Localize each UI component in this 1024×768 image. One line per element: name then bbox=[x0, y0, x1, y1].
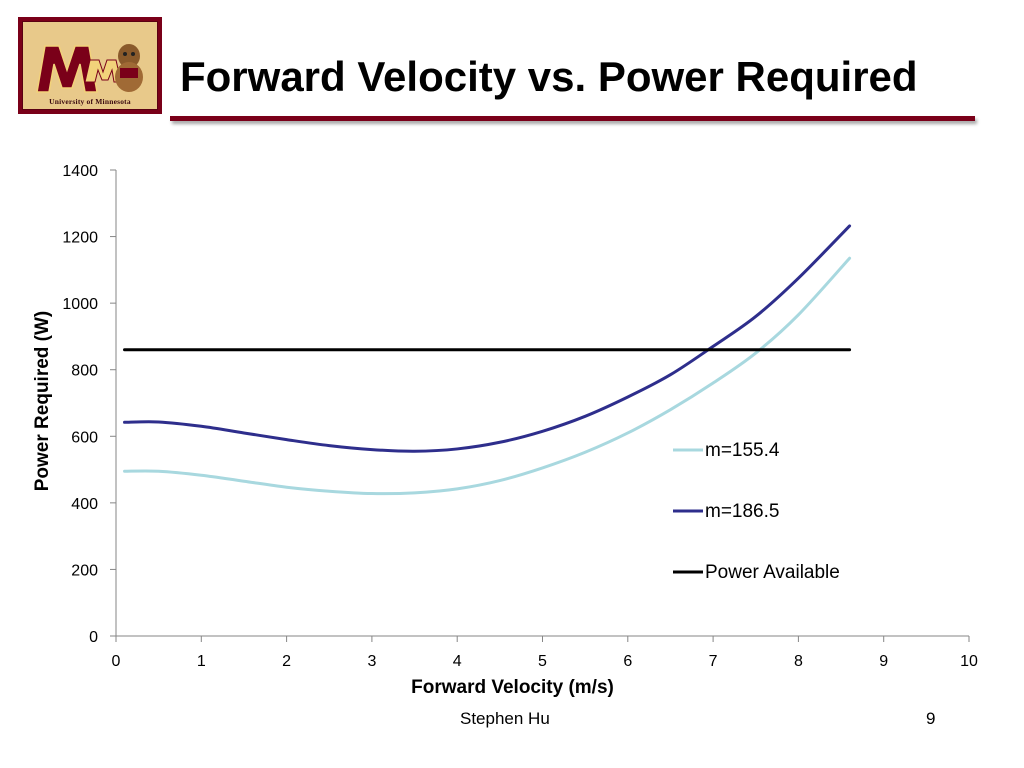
y-tick-label: 0 bbox=[89, 629, 98, 646]
legend-label: m=186.5 bbox=[705, 501, 779, 522]
footer-author: Stephen Hu bbox=[460, 709, 550, 728]
series-m155-line bbox=[123, 256, 852, 496]
y-tick-label: 1200 bbox=[62, 230, 98, 247]
x-tick-label: 5 bbox=[538, 653, 547, 670]
slide-title: Forward Velocity vs. Power Required bbox=[180, 53, 918, 100]
y-axis-title: Power Required (W) bbox=[32, 311, 53, 492]
x-tick-label: 1 bbox=[197, 653, 206, 670]
title-underline bbox=[170, 116, 975, 121]
x-tick-label: 4 bbox=[453, 653, 462, 670]
x-tick-label: 10 bbox=[960, 653, 978, 670]
x-tick-label: 3 bbox=[367, 653, 376, 670]
x-tick-label: 2 bbox=[282, 653, 291, 670]
y-tick-label: 1000 bbox=[62, 296, 98, 313]
x-tick-label: 8 bbox=[794, 653, 803, 670]
x-tick-label: 7 bbox=[709, 653, 718, 670]
y-tick-label: 1400 bbox=[62, 163, 98, 180]
x-tick-label: 0 bbox=[112, 653, 121, 670]
y-tick-label: 600 bbox=[71, 429, 98, 446]
legend-label: Power Available bbox=[705, 562, 840, 583]
x-tick-label: 6 bbox=[623, 653, 632, 670]
y-tick-label: 800 bbox=[71, 363, 98, 380]
y-tick-label: 400 bbox=[71, 496, 98, 513]
x-axis-title: Forward Velocity (m/s) bbox=[411, 677, 614, 698]
university-logo: University of Minnesota bbox=[18, 17, 162, 114]
series-m186-line bbox=[123, 224, 852, 453]
x-tick-label: 9 bbox=[879, 653, 888, 670]
goldy-gopher-m-icon bbox=[36, 44, 143, 93]
y-tick-label: 200 bbox=[71, 562, 98, 579]
logo-badge: University of Minnesota bbox=[22, 21, 158, 110]
page-number: 9 bbox=[926, 709, 936, 728]
legend-label: m=155.4 bbox=[705, 440, 780, 461]
logo-caption: University of Minnesota bbox=[49, 97, 131, 106]
power-chart: 0 200 400 600 800 1000 1200 1400 0 1 2 3 4 5 6 7 8 9 10 For… bbox=[32, 163, 978, 698]
